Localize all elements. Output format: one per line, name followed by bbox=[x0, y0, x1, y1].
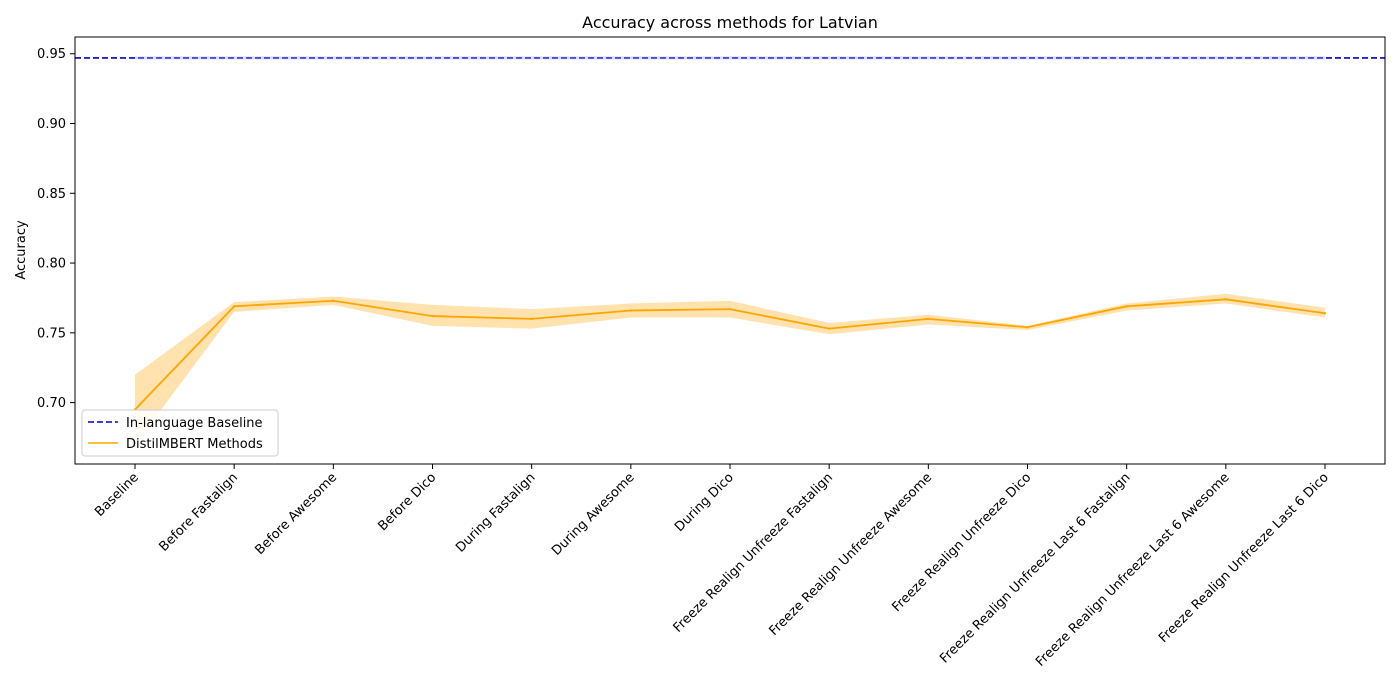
x-axis: Baseline Before Fastalign Before Awesome Be… bbox=[92, 464, 1332, 670]
legend: In-language Baseline DistilMBERT Methods bbox=[81, 409, 279, 457]
y-tick-label: 0.80 bbox=[37, 257, 66, 272]
x-tick-label: Freeze Realign Unfreeze Last 6 Awesome bbox=[1033, 470, 1233, 670]
y-tick-label: 0.95 bbox=[37, 47, 66, 62]
legend-box bbox=[81, 409, 279, 457]
data-point bbox=[827, 327, 831, 330]
x-tick-label: During Awesome bbox=[549, 470, 638, 559]
data-point bbox=[332, 299, 335, 302]
data-point bbox=[1026, 326, 1029, 329]
data-point bbox=[1323, 312, 1327, 315]
data-point bbox=[728, 307, 732, 311]
legend-label-distilmbert: DistilMBERT Methods bbox=[126, 437, 263, 452]
y-tick-label: 0.90 bbox=[37, 117, 66, 132]
x-tick-label: Baseline bbox=[92, 470, 142, 520]
chart-title: Accuracy across methods for Latvian bbox=[582, 13, 878, 32]
x-tick-label: Before Dico bbox=[375, 470, 439, 534]
x-tick-label: Before Awesome bbox=[252, 470, 340, 558]
x-tick-label: Before Fastalign bbox=[157, 470, 241, 554]
y-axis: 0.70 0.75 0.80 0.85 0.90 0.95 bbox=[37, 47, 75, 411]
x-tick-label: During Fastalign bbox=[453, 470, 538, 555]
data-point bbox=[1224, 298, 1228, 301]
x-tick-label: Freeze Realign Unfreeze Last 6 Fastalign bbox=[937, 470, 1133, 666]
y-tick-label: 0.70 bbox=[37, 396, 66, 411]
y-tick-label: 0.85 bbox=[37, 187, 66, 202]
y-axis-label: Accuracy bbox=[14, 220, 29, 280]
data-point bbox=[530, 317, 533, 321]
confidence-band bbox=[135, 293, 1325, 445]
baseline-band bbox=[135, 56, 1325, 60]
data-point bbox=[927, 317, 930, 321]
data-point bbox=[629, 309, 633, 312]
x-tick-label: Freeze Realign Unfreeze Last 6 Dico bbox=[1156, 470, 1332, 646]
y-tick-label: 0.75 bbox=[37, 326, 66, 341]
x-tick-label: Freeze Realign Unfreeze Fastalign bbox=[671, 470, 836, 635]
x-tick-label: During Dico bbox=[672, 470, 737, 535]
x-tick-label: Freeze Realign Unfreeze Awesome bbox=[766, 470, 935, 639]
data-point bbox=[431, 314, 434, 318]
data-point bbox=[232, 305, 236, 308]
data-point bbox=[1125, 305, 1128, 308]
legend-label-baseline: In-language Baseline bbox=[126, 416, 263, 431]
plot-area bbox=[75, 56, 1385, 445]
plot-frame bbox=[74, 36, 1386, 465]
